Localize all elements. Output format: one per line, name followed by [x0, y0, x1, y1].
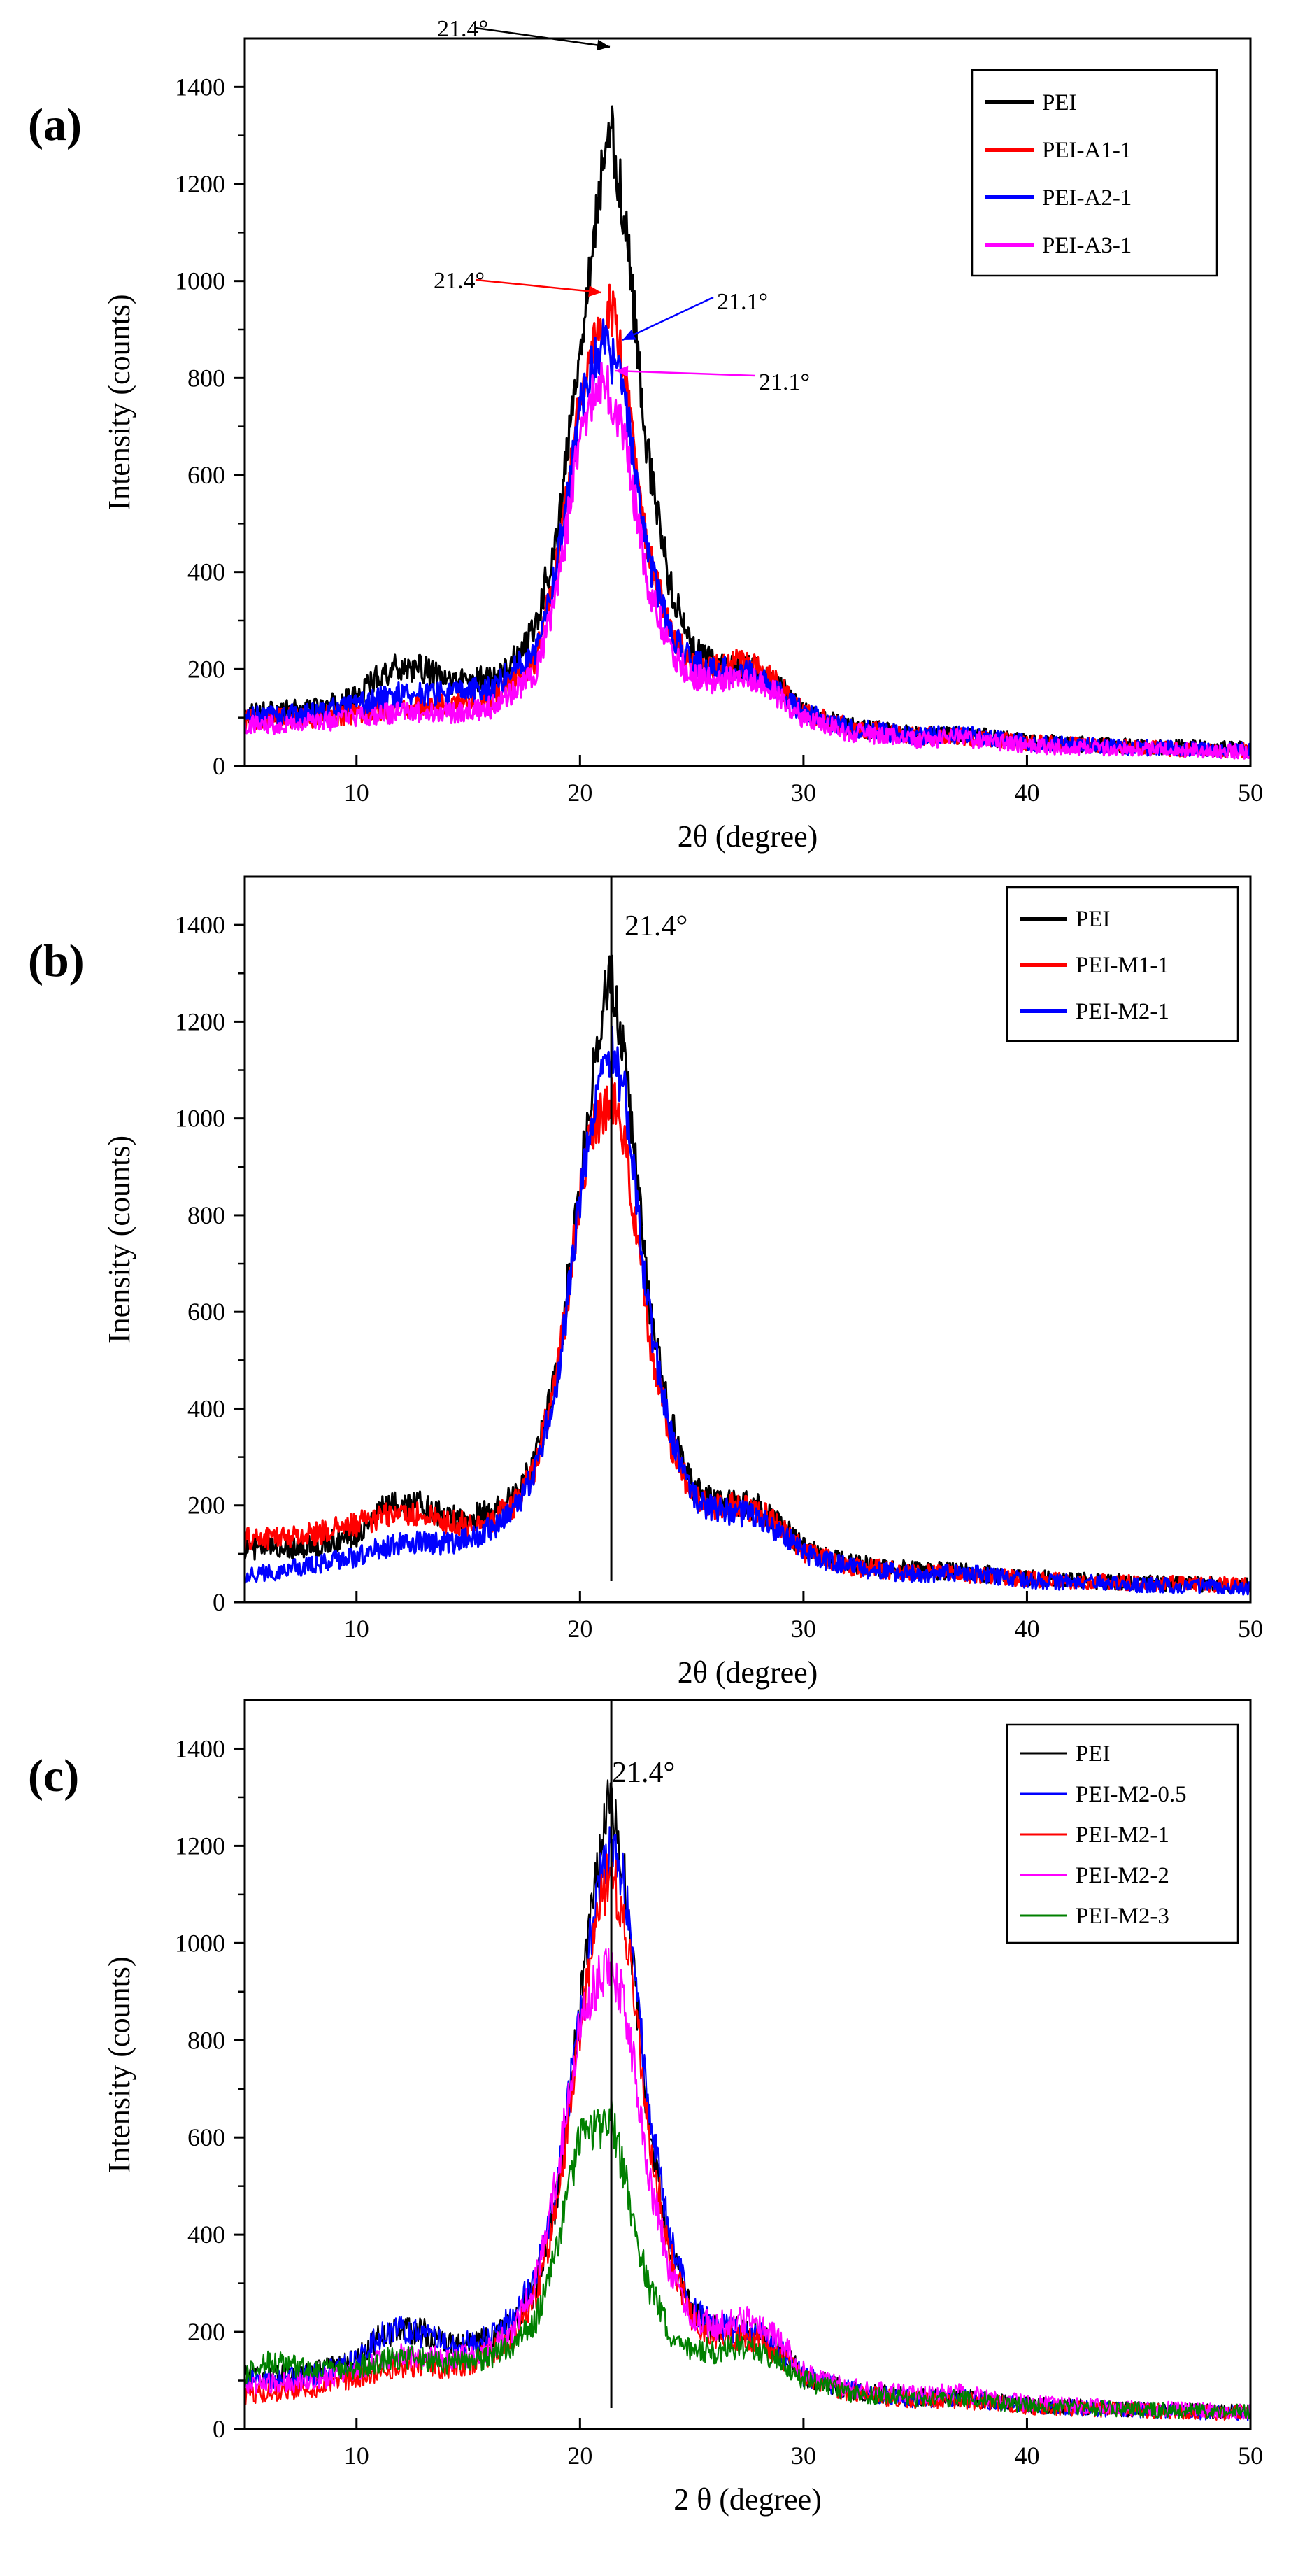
x-tick-label: 20 — [567, 2442, 592, 2470]
legend: PEI PEI-M2-0.5 PEI-M2-1 PEI-M2-2 PEI-M2-3 — [1006, 1723, 1239, 1944]
y-tick-label: 600 — [187, 2123, 225, 2151]
x-tick-label: 20 — [567, 779, 592, 807]
y-tick-label: 1400 — [175, 911, 225, 939]
y-axis-label: Inensity (counts) — [102, 1135, 136, 1343]
legend-label-pei-m2-1: PEI-M2-1 — [1076, 1823, 1169, 1848]
peak-annotation-label: 21.4° — [434, 268, 485, 294]
peak-annotation-label: 21.1° — [759, 369, 810, 395]
y-tick-label: 400 — [187, 558, 225, 586]
legend-label-pei-a3-1: PEI-A3-1 — [1042, 233, 1132, 258]
peak-annotation-label: 21.4° — [625, 910, 687, 942]
plot-frame — [243, 37, 1252, 767]
x-tick-label: 10 — [344, 779, 369, 807]
panel-c: (c) 10 20 30 40 50 0 200 400 600 800 1000 1200 1400 2 … — [28, 1699, 1263, 2517]
peak-annotation-arrowhead — [622, 330, 636, 340]
panel-label: (a) — [28, 99, 82, 150]
y-tick-label: 0 — [213, 752, 225, 780]
y-tick-label: 600 — [187, 1298, 225, 1326]
x-tick-label: 40 — [1014, 1615, 1039, 1643]
y-tick-label: 1200 — [175, 1832, 225, 1860]
x-tick-label: 10 — [344, 2442, 369, 2470]
panel-label: (c) — [28, 1750, 79, 1802]
plot-frame — [243, 1699, 1252, 2430]
panel-a: (a) 10 20 30 40 50 0 200 400 600 800 1000 1200 1400 2θ… — [28, 16, 1263, 854]
legend-label-pei: PEI — [1076, 1741, 1111, 1767]
peak-annotation-label: 21.1° — [717, 289, 768, 315]
legend-label-pei: PEI — [1042, 90, 1077, 115]
x-axis-label: 2θ (degree) — [678, 819, 818, 854]
panel-b: (b) 10 20 30 40 50 0 200 400 600 800 1000 1200 1400 2θ… — [28, 875, 1263, 1690]
plot-frame — [243, 875, 1252, 1604]
series-group — [245, 105, 1250, 760]
y-tick-label: 400 — [187, 2221, 225, 2249]
x-tick-label: 30 — [791, 2442, 816, 2470]
legend: PEI PEI-A1-1 PEI-A2-1 PEI-A3-1 — [971, 69, 1218, 277]
x-tick-label: 40 — [1014, 2442, 1039, 2470]
x-axis-label: 2θ (degree) — [678, 1655, 818, 1690]
y-tick-label: 1000 — [175, 1105, 225, 1133]
y-tick-label: 600 — [187, 461, 225, 489]
peak-annotation-arrow — [475, 27, 611, 48]
peak-annotation-arrowhead — [615, 365, 629, 377]
peak-annotation-label: 21.4° — [612, 1757, 675, 1789]
series-line-pei-a3-1 — [245, 362, 1250, 760]
peak-annotation-arrow — [475, 278, 602, 294]
x-tick-label: 10 — [344, 1615, 369, 1643]
y-tick-label: 1200 — [175, 170, 225, 198]
y-tick-label: 0 — [213, 1588, 225, 1616]
y-tick-label: 400 — [187, 1394, 225, 1422]
legend-label-pei-a2-1: PEI-A2-1 — [1042, 185, 1132, 211]
legend-label-pei-m2-0-5: PEI-M2-0.5 — [1076, 1782, 1187, 1807]
peak-annotation-arrow — [622, 296, 714, 341]
legend-label-pei-a1-1: PEI-A1-1 — [1042, 138, 1132, 163]
y-tick-label: 200 — [187, 2318, 225, 2346]
legend-label-pei-m2-3: PEI-M2-3 — [1076, 1904, 1169, 1929]
panel-label: (b) — [28, 935, 85, 986]
series-group — [245, 954, 1250, 1596]
peak-annotation-arrowhead — [597, 39, 610, 51]
x-tick-label: 20 — [567, 1615, 592, 1643]
series-group — [245, 1779, 1250, 2421]
series-line-pei-m2-3 — [245, 2095, 1250, 2420]
legend-label-pei-m1-1: PEI-M1-1 — [1076, 953, 1169, 978]
x-tick-label: 50 — [1238, 1615, 1263, 1643]
y-tick-label: 1000 — [175, 267, 225, 295]
x-tick-label: 30 — [791, 1615, 816, 1643]
series-line-pei-m2-1 — [245, 1026, 1250, 1596]
legend-label-pei-m2-1: PEI-M2-1 — [1076, 999, 1169, 1024]
y-tick-label: 800 — [187, 2026, 225, 2054]
legend: PEI PEI-M1-1 PEI-M2-1 — [1006, 886, 1239, 1042]
y-tick-label: 800 — [187, 364, 225, 392]
y-tick-label: 800 — [187, 1201, 225, 1229]
x-tick-label: 50 — [1238, 2442, 1263, 2470]
legend-label-pei: PEI — [1076, 907, 1111, 932]
y-tick-label: 200 — [187, 655, 225, 683]
y-tick-label: 1200 — [175, 1007, 225, 1035]
y-axis-label: Intensity (counts) — [102, 1956, 136, 2172]
peak-annotation-arrowhead — [588, 285, 601, 297]
y-tick-label: 1000 — [175, 1929, 225, 1957]
legend-label-pei-m2-2: PEI-M2-2 — [1076, 1863, 1169, 1888]
y-tick-label: 1400 — [175, 1734, 225, 1762]
y-tick-label: 0 — [213, 2415, 225, 2443]
peak-annotation-arrow — [615, 369, 756, 377]
y-tick-label: 1400 — [175, 73, 225, 101]
x-tick-label: 40 — [1014, 779, 1039, 807]
x-tick-label: 30 — [791, 779, 816, 807]
x-axis-label: 2 θ (degree) — [673, 2482, 822, 2517]
x-tick-label: 50 — [1238, 779, 1263, 807]
y-axis-label: Intensity (counts) — [102, 294, 136, 510]
y-tick-label: 200 — [187, 1492, 225, 1520]
